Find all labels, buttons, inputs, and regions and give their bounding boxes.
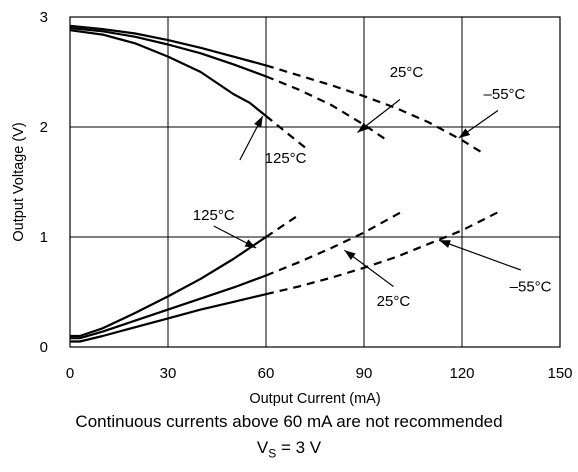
series-low-125c-dashed	[265, 214, 300, 238]
series-low-125c-solid	[70, 236, 267, 338]
series-high-25c-dashed	[265, 75, 388, 142]
x-tick-label-60: 60	[258, 365, 275, 382]
caption-supply-voltage: VS = 3 V	[0, 438, 578, 460]
series-low--55c-solid	[70, 293, 267, 343]
label-minus55c-lower-leader	[438, 239, 522, 271]
label-125c-lower-arrowhead	[244, 239, 257, 248]
x-tick-label-120: 120	[449, 365, 474, 382]
series-low-25c-dashed	[265, 211, 401, 277]
label-25c-upper-arrowhead	[357, 122, 369, 133]
y-tick-label-1: 1	[40, 229, 48, 246]
supply-voltage-symbol: V	[256, 438, 269, 457]
y-axis-label: Output Voltage (V)	[11, 122, 27, 241]
label-minus55c-upper-arrowhead	[458, 128, 471, 138]
label-minus55c-upper: –55°C	[484, 86, 526, 103]
label-125c-upper: 125°C	[265, 150, 307, 167]
label-minus55c-lower-arrowhead	[439, 240, 451, 248]
label-125c-lower: 125°C	[193, 207, 235, 224]
label-125c-upper-arrowhead	[254, 116, 263, 128]
series-high-25c-solid	[69, 26, 267, 78]
curve-annotations: 125°C 25°C –55°C 125°C 25°C –55°C	[193, 64, 552, 310]
plot-area	[69, 16, 561, 348]
y-tick-label-0: 0	[40, 339, 48, 356]
label-25c-lower: 25°C	[377, 293, 411, 310]
y-tick-label-3: 3	[40, 9, 48, 26]
tick-labels: 0 30 60 90 120 150 0 1 2 3	[40, 9, 573, 382]
label-25c-upper: 25°C	[390, 64, 424, 81]
supply-voltage-value: = 3 V	[276, 438, 322, 457]
label-minus55c-lower: –55°C	[510, 279, 552, 296]
label-25c-lower-arrowhead	[344, 250, 356, 260]
data-series	[69, 24, 502, 343]
series-high-125c-dashed	[265, 115, 310, 151]
caption-continuous-current-note: Continuous currents above 60 mA are not …	[75, 412, 503, 431]
x-tick-label-30: 30	[160, 365, 177, 382]
series-low-25c-solid	[70, 274, 267, 340]
y-tick-label-2: 2	[40, 119, 48, 136]
supply-voltage-subscript: S	[268, 446, 277, 461]
output-voltage-chart: 0 30 60 90 120 150 0 1 2 3 125°C 25°C –55°C 125°C 25°…	[11, 9, 573, 407]
x-tick-label-0: 0	[66, 365, 74, 382]
x-tick-label-90: 90	[356, 365, 373, 382]
series-low--55c-dashed	[265, 209, 502, 296]
x-axis-label: Output Current (mA)	[249, 391, 380, 407]
series-high-125c-solid	[69, 29, 267, 117]
x-tick-label-150: 150	[547, 365, 572, 382]
grid-lines	[70, 17, 560, 347]
series-high--55c-solid	[69, 24, 267, 67]
